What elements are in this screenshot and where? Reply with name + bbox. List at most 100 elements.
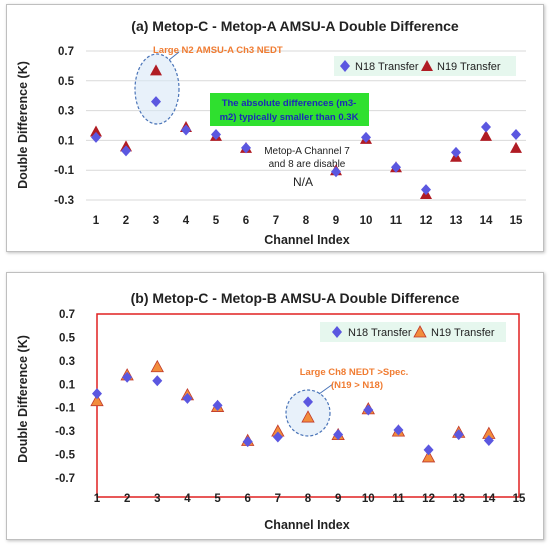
chart-panel-a: (a) Metop-C - Metop-A AMSU-A Double Diff… [6,4,544,252]
x-tick-label: 1 [94,493,101,505]
y-tick-label: 0.1 [59,379,76,391]
n18-transfer-point [361,131,371,143]
n18-transfer-point [331,166,341,178]
x-tick-label: 8 [305,493,312,505]
n18-transfer-point [92,388,102,400]
y-tick-label: -0.7 [55,473,75,485]
y-tick-label: -0.5 [55,450,75,462]
x-tick-label: 4 [184,493,191,505]
chart-b-legend-n18-label: N18 Transfer [348,327,412,339]
x-tick-label: 12 [422,493,435,505]
y-tick-label: -0.3 [55,426,75,438]
y-tick-label: 0.3 [58,106,74,118]
chart-b-title: (b) Metop-C - Metop-B AMSU-A Double Diff… [131,290,460,306]
x-tick-label: 2 [123,215,129,227]
n18-transfer-point [272,431,283,443]
x-tick-label: 4 [183,215,190,227]
x-tick-label: 5 [214,493,221,505]
chart-b-annotation-arrow [318,383,334,395]
y-tick-label: -0.1 [55,403,75,415]
chart-a-yticks: 0.7 0.5 0.3 0.1 -0.1 -0.3 [54,46,74,207]
chart-b-legend-box [320,322,506,342]
chart-a-title: (a) Metop-C - Metop-A AMSU-A Double Diff… [131,18,459,34]
n19-transfer-point [510,141,522,153]
x-tick-label: 15 [513,493,526,505]
chart-panel-b: (b) Metop-C - Metop-B AMSU-A Double Diff… [6,272,544,540]
n18-transfer-point [91,131,101,143]
n18-transfer-point [181,124,191,136]
x-tick-label: 14 [482,493,495,505]
n18-transfer-point [451,146,461,158]
chart-a-legend-n18-marker [340,60,350,72]
chart-b-points [90,359,496,463]
x-tick-label: 6 [245,493,251,505]
n18-transfer-point [393,424,404,436]
n18-transfer-point [122,371,133,383]
chart-a-legend-n19-label: N19 Transfer [437,61,501,73]
x-tick-label: 2 [124,493,130,505]
chart-b-ylabel: Double Difference (K) [16,335,30,463]
n19-transfer-point [150,64,162,76]
chart-a-legend-n19-marker [421,60,433,71]
chart-a-annotation-arrow [168,51,180,61]
x-tick-label: 5 [213,215,220,227]
n18-transfer-point [481,121,491,133]
y-tick-label: 0.5 [58,76,75,88]
chart-b-xlabel: Channel Index [264,518,349,532]
n19-transfer-point [150,359,164,373]
chart-b-xticks: 1 2 3 4 5 6 7 8 9 10 11 12 13 14 15 [94,493,526,505]
x-tick-label: 10 [362,493,375,505]
n18-transfer-point [212,399,223,411]
y-tick-label: 0.5 [59,332,76,344]
chart-a-na-label: N/A [293,175,313,189]
x-tick-label: 8 [303,215,310,227]
y-tick-label: -0.3 [54,195,74,207]
n19-transfer-point [90,393,104,407]
chart-a-svg: (a) Metop-C - Metop-A AMSU-A Double Diff… [16,18,526,247]
chart-a-highlight-ellipse [134,53,180,125]
n18-transfer-point [363,404,374,416]
n18-transfer-point [333,429,344,441]
n19-transfer-point [421,450,436,463]
n18-transfer-point [182,392,193,404]
chart-b-yticks: 0.7 0.5 0.3 0.1 -0.1 -0.3 -0.5 -0.7 [55,309,75,485]
n19-transfer-point [301,410,315,423]
chart-a-xlabel: Channel Index [264,233,349,247]
n18-transfer-point [453,429,464,441]
n18-transfer-point [391,161,401,173]
n18-transfer-point [121,145,131,157]
chart-b-annotation-line1: Large Ch8 NEDT >Spec. [300,367,409,378]
x-tick-label: 1 [93,215,100,227]
y-tick-label: 0.7 [59,309,75,321]
chart-a-xticks: 1 2 3 4 5 6 7 8 9 10 11 12 13 14 15 [93,215,523,227]
chart-a-disable-note-2: and 8 are disable [269,159,346,170]
x-tick-label: 6 [243,215,249,227]
chart-b-legend-n18-marker [332,326,342,338]
chart-a-ylabel: Double Difference (K) [16,61,30,189]
n18-transfer-point [242,436,253,448]
chart-a-legend-n18-label: N18 Transfer [355,61,419,73]
chart-b-annotation-line2: (N19 > N18) [331,380,383,391]
n18-transfer-point [303,396,313,408]
n18-transfer-point [511,128,521,140]
n19-transfer-point [90,125,102,137]
x-tick-label: 12 [420,215,433,227]
x-tick-label: 13 [450,215,463,227]
n18-transfer-point [483,435,494,447]
x-tick-label: 11 [390,215,403,227]
x-tick-label: 13 [452,493,465,505]
chart-a-abs-diff-line1: The absolute differences (m3- [222,98,357,109]
x-tick-label: 3 [154,493,160,505]
n19-transfer-point [480,129,492,141]
chart-a-disable-note-1: Metop-A Channel 7 [264,146,350,157]
chart-b-legend-n19-marker [413,325,427,338]
x-tick-label: 14 [480,215,493,227]
y-tick-label: 0.1 [58,135,75,147]
n18-transfer-point [421,184,431,196]
y-tick-label: 0.7 [58,46,74,58]
n18-transfer-point [423,444,434,456]
x-tick-label: 7 [275,493,281,505]
x-tick-label: 9 [335,493,341,505]
n18-transfer-point [151,96,161,108]
x-tick-label: 15 [510,215,523,227]
